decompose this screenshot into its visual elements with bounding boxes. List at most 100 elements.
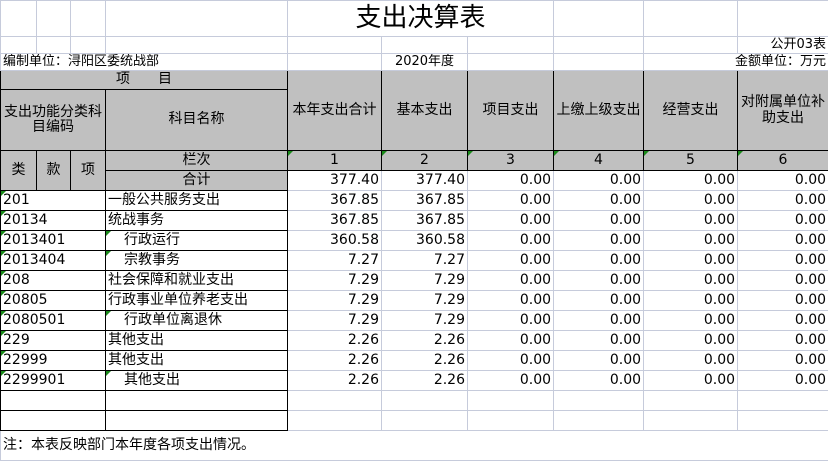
header-col-2: 基本支出 — [382, 71, 468, 151]
row-value[interactable]: 0.00 — [644, 191, 738, 211]
row-value[interactable]: 0.00 — [554, 271, 644, 291]
row-code[interactable]: 2299901 — [1, 371, 106, 391]
row-value[interactable]: 367.85 — [382, 211, 468, 231]
row-value[interactable]: 2.26 — [288, 331, 382, 351]
row-code[interactable]: 2013404 — [1, 251, 106, 271]
row-value[interactable]: 367.85 — [288, 211, 382, 231]
row-value[interactable]: 0.00 — [554, 311, 644, 331]
row-value[interactable]: 0.00 — [554, 291, 644, 311]
header-lei: 类 — [1, 151, 37, 191]
row-value[interactable]: 0.00 — [468, 371, 554, 391]
header-code: 支出功能分类科目编码 — [1, 90, 106, 151]
row-value[interactable]: 0.00 — [468, 351, 554, 371]
row-value[interactable]: 0.00 — [738, 251, 828, 271]
row-value[interactable]: 7.27 — [382, 251, 468, 271]
row-value[interactable]: 0.00 — [468, 271, 554, 291]
empty-row — [1, 411, 828, 431]
row-value[interactable]: 0.00 — [738, 351, 828, 371]
row-value[interactable]: 367.85 — [382, 191, 468, 211]
row-value[interactable]: 0.00 — [468, 231, 554, 251]
row-name[interactable]: 行政事业单位养老支出 — [106, 291, 288, 311]
row-value[interactable]: 0.00 — [738, 191, 828, 211]
row-value[interactable]: 0.00 — [554, 231, 644, 251]
row-value[interactable]: 0.00 — [644, 211, 738, 231]
row-value[interactable]: 360.58 — [288, 231, 382, 251]
row-code[interactable]: 2013401 — [1, 231, 106, 251]
row-code[interactable]: 22999 — [1, 351, 106, 371]
row-value[interactable]: 0.00 — [468, 311, 554, 331]
row-code[interactable]: 201 — [1, 191, 106, 211]
row-value[interactable]: 0.00 — [738, 271, 828, 291]
row-value[interactable]: 0.00 — [738, 291, 828, 311]
header-lanci: 栏次 — [106, 151, 288, 171]
row-name[interactable]: 行政运行 — [106, 231, 288, 251]
row-value[interactable]: 0.00 — [468, 291, 554, 311]
total-row: 合计 377.40 377.40 0.00 0.00 0.00 0.00 — [1, 171, 828, 191]
row-code[interactable]: 20134 — [1, 211, 106, 231]
row-value[interactable]: 0.00 — [468, 211, 554, 231]
row-name[interactable]: 社会保障和就业支出 — [106, 271, 288, 291]
row-code[interactable]: 208 — [1, 271, 106, 291]
row-value[interactable]: 0.00 — [554, 211, 644, 231]
row-name[interactable]: 统战事务 — [106, 211, 288, 231]
row-value[interactable]: 0.00 — [554, 331, 644, 351]
header-col-6: 对附属单位补助支出 — [738, 71, 828, 151]
row-value[interactable]: 2.26 — [288, 371, 382, 391]
total-value: 0.00 — [644, 171, 738, 191]
row-name[interactable]: 其他支出 — [106, 371, 288, 391]
row-value[interactable]: 7.29 — [382, 311, 468, 331]
row-value[interactable]: 0.00 — [554, 371, 644, 391]
row-name[interactable]: 宗教事务 — [106, 251, 288, 271]
row-value[interactable]: 7.29 — [288, 271, 382, 291]
row-value[interactable]: 0.00 — [644, 311, 738, 331]
page-title: 支出决算表 — [288, 1, 554, 37]
row-value[interactable]: 0.00 — [644, 231, 738, 251]
row-value[interactable]: 0.00 — [554, 351, 644, 371]
empty-row — [1, 391, 828, 411]
row-value[interactable]: 0.00 — [738, 211, 828, 231]
row-value[interactable]: 7.29 — [382, 271, 468, 291]
row-code[interactable]: 20805 — [1, 291, 106, 311]
row-value[interactable]: 0.00 — [738, 371, 828, 391]
row-name[interactable]: 其他支出 — [106, 331, 288, 351]
total-value: 377.40 — [382, 171, 468, 191]
row-name[interactable]: 一般公共服务支出 — [106, 191, 288, 211]
row-value[interactable]: 7.29 — [288, 311, 382, 331]
row-value[interactable]: 0.00 — [738, 231, 828, 251]
row-value[interactable]: 0.00 — [738, 311, 828, 331]
row-value[interactable]: 0.00 — [468, 331, 554, 351]
row-value[interactable]: 2.26 — [382, 371, 468, 391]
org-label: 编制单位：浔阳区委统战部 — [1, 54, 288, 71]
row-name[interactable]: 行政单位离退休 — [106, 311, 288, 331]
row-value[interactable]: 0.00 — [644, 331, 738, 351]
row-value[interactable]: 0.00 — [644, 251, 738, 271]
row-value[interactable]: 367.85 — [288, 191, 382, 211]
row-value[interactable]: 0.00 — [554, 251, 644, 271]
row-code[interactable]: 2080501 — [1, 311, 106, 331]
unit-label: 金额单位：万元 — [644, 54, 828, 71]
row-value[interactable]: 0.00 — [644, 291, 738, 311]
row-value[interactable]: 0.00 — [644, 371, 738, 391]
col-num-5: 5 — [644, 151, 738, 171]
col-num-3: 3 — [468, 151, 554, 171]
row-value[interactable]: 2.26 — [288, 351, 382, 371]
row-value[interactable]: 2.26 — [382, 351, 468, 371]
row-value[interactable]: 0.00 — [644, 271, 738, 291]
col-num-2: 2 — [382, 151, 468, 171]
row-code[interactable]: 229 — [1, 331, 106, 351]
row-value[interactable]: 0.00 — [554, 191, 644, 211]
row-value[interactable]: 7.27 — [288, 251, 382, 271]
row-name[interactable]: 其他支出 — [106, 351, 288, 371]
row-value[interactable]: 0.00 — [468, 251, 554, 271]
row-value[interactable]: 0.00 — [644, 351, 738, 371]
row-value[interactable]: 0.00 — [468, 191, 554, 211]
row-value[interactable]: 0.00 — [738, 331, 828, 351]
row-value[interactable]: 7.29 — [288, 291, 382, 311]
row-value[interactable]: 7.29 — [382, 291, 468, 311]
row-value[interactable]: 360.58 — [382, 231, 468, 251]
row-value[interactable]: 2.26 — [382, 331, 468, 351]
